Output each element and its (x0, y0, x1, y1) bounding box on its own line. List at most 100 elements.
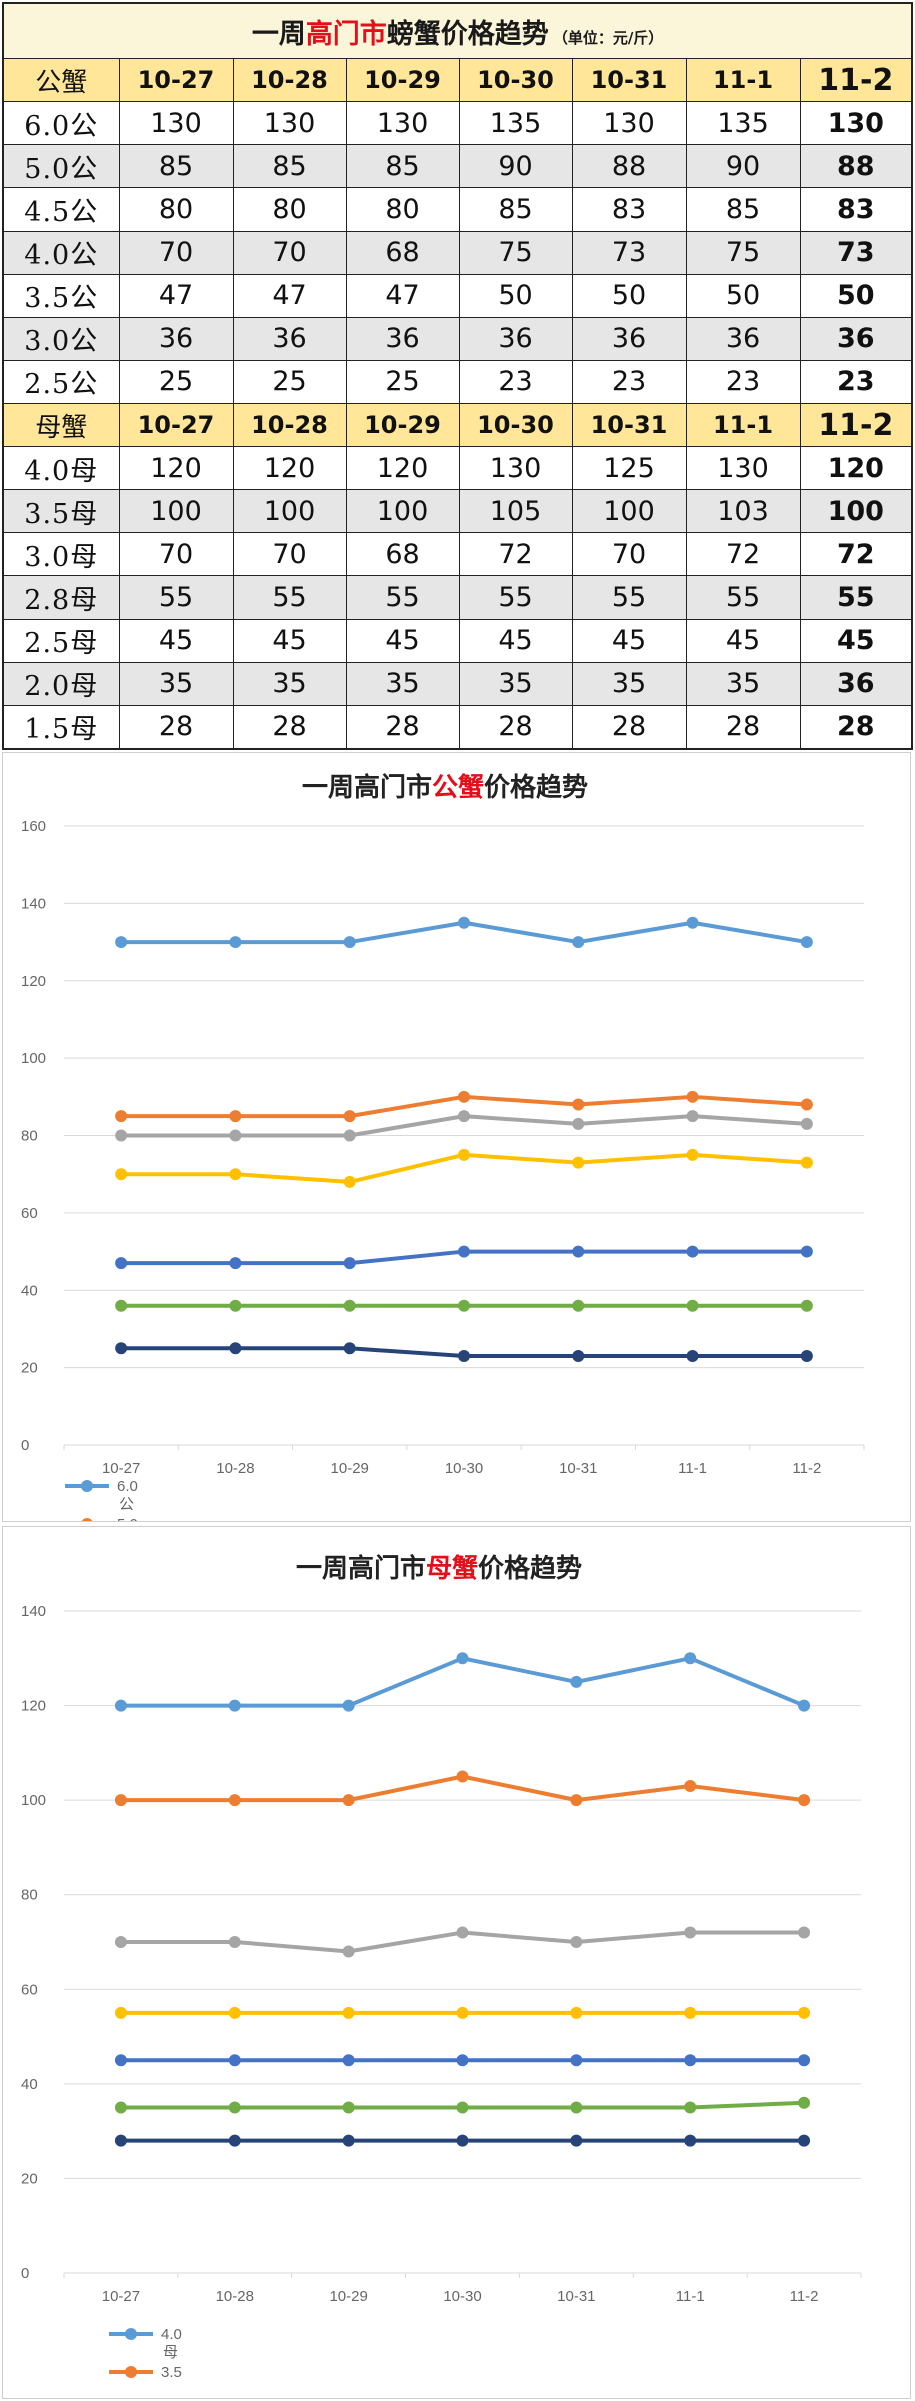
data-point (114, 1936, 127, 1948)
price-cell: 80 (118, 187, 234, 232)
chart-title-prefix: 一周高门市 (302, 772, 432, 803)
price-cell: 100 (799, 489, 913, 534)
price-cell: 130 (232, 101, 347, 146)
price-cell: 36 (685, 316, 801, 361)
price-cell: 68 (345, 230, 460, 275)
data-point (343, 1257, 356, 1270)
data-point (229, 1110, 242, 1123)
price-cell: 100 (345, 489, 460, 534)
row-label: 5.0公 (2, 144, 120, 189)
price-cell: 120 (345, 446, 460, 491)
male-crab-chart: 一周高门市公蟹价格趋势 0 20 40 60 80 100 120 140 160 10-27 10-… (2, 752, 911, 1522)
price-table: 一周高门市螃蟹价格趋势 （单位：元/斤） 公蟹 10-27 10-28 10-29 10-3… (2, 2, 914, 750)
price-cell: 28 (118, 704, 234, 750)
table-row: 5.0公 85 85 85 90 88 90 88 (2, 144, 913, 189)
data-point (115, 1168, 128, 1181)
data-point (572, 1245, 585, 1258)
table-row: 2.5公 25 25 25 23 23 23 23 (2, 359, 913, 405)
y-tick-label: 60 (21, 1205, 38, 1222)
price-cell: 23 (458, 359, 573, 405)
row-label: 1.5母 (2, 704, 120, 750)
table-row: 4.0母 120 120 120 130 125 130 120 (2, 446, 913, 491)
price-cell: 45 (685, 618, 801, 663)
price-cell: 28 (345, 704, 460, 750)
price-cell: 85 (345, 144, 460, 189)
data-point (229, 1168, 242, 1181)
data-point (343, 1129, 356, 1142)
x-tick-label: 10-31 (559, 1460, 597, 1477)
price-cell: 50 (685, 273, 801, 318)
data-point (343, 1299, 356, 1312)
price-cell: 35 (345, 661, 460, 706)
price-cell: 47 (118, 273, 234, 318)
price-cell: 103 (685, 489, 801, 534)
price-cell: 100 (232, 489, 347, 534)
series-line (118, 1656, 807, 1708)
data-point (570, 2134, 583, 2147)
price-cell: 85 (232, 144, 347, 189)
price-cell: 80 (232, 187, 347, 232)
data-point (800, 1117, 813, 1130)
data-point (572, 1117, 585, 1130)
price-cell: 25 (232, 359, 347, 405)
data-point (114, 2101, 127, 2114)
data-point (684, 1779, 697, 1792)
data-point (228, 1794, 241, 1807)
chart-title: 一周高门市公蟹价格趋势 (302, 772, 588, 803)
price-cell: 70 (571, 532, 687, 577)
data-point (229, 936, 242, 949)
data-point (114, 1699, 127, 1712)
row-label: 4.5公 (2, 187, 120, 232)
x-tick-label: 10-27 (102, 2288, 140, 2305)
price-cell: 36 (799, 316, 913, 361)
table-row: 3.0母 70 70 68 72 70 72 72 (2, 532, 913, 577)
price-cell: 130 (118, 101, 234, 146)
table-row: 4.0公 70 70 68 75 73 75 73 (2, 230, 913, 275)
price-cell: 130 (685, 446, 801, 491)
data-point (684, 2054, 697, 2067)
row-label: 2.0母 (2, 661, 120, 706)
table-title-row: 一周高门市螃蟹价格趋势 （单位：元/斤） (2, 2, 913, 60)
price-cell: 55 (458, 575, 573, 620)
data-point (458, 1350, 470, 1363)
data-point (798, 1794, 811, 1807)
price-cell: 130 (458, 446, 573, 491)
chart-title-suffix: 价格趋势 (484, 772, 588, 803)
data-point (684, 1926, 697, 1939)
data-point (684, 2134, 697, 2147)
data-point (342, 2054, 355, 2067)
data-point (570, 2054, 583, 2067)
female-date-header: 10-30 (458, 403, 573, 448)
price-cell: 70 (232, 230, 347, 275)
data-point (114, 2006, 127, 2019)
price-cell: 55 (345, 575, 460, 620)
price-cell: 120 (799, 446, 913, 491)
table-row: 4.5公 80 80 80 85 83 85 83 (2, 187, 913, 232)
y-tick-label: 80 (21, 1128, 38, 1145)
y-tick-label: 40 (21, 1282, 38, 1299)
data-point (458, 1299, 470, 1312)
legend-label: 3.5 (161, 2364, 182, 2381)
price-cell: 47 (232, 273, 347, 318)
price-cell: 120 (118, 446, 234, 491)
female-date-header: 11-2 (799, 403, 913, 448)
row-label: 3.0母 (2, 532, 120, 577)
x-tick-label: 11-1 (678, 1460, 707, 1477)
male-date-header: 10-31 (571, 58, 687, 103)
y-tick-label: 40 (21, 2076, 38, 2093)
y-tick-label: 120 (21, 1698, 46, 1715)
y-tick-label: 20 (21, 1360, 38, 1377)
data-point (342, 1794, 355, 1807)
price-cell: 28 (685, 704, 801, 750)
data-point (798, 2096, 811, 2109)
chart-title-highlight: 母蟹 (426, 1553, 478, 1584)
price-cell: 36 (118, 316, 234, 361)
male-header-row: 公蟹 10-27 10-28 10-29 10-30 10-31 11-1 11-2 (2, 58, 913, 103)
table-row: 3.5母 100 100 100 105 100 103 100 (2, 489, 913, 534)
price-cell: 55 (799, 575, 913, 620)
table-title-prefix: 一周 (251, 18, 306, 50)
table-row: 1.5母 28 28 28 28 28 28 28 (2, 704, 913, 750)
y-tick-label: 20 (21, 2170, 38, 2187)
data-point (570, 2101, 583, 2114)
data-point (570, 1936, 583, 1948)
